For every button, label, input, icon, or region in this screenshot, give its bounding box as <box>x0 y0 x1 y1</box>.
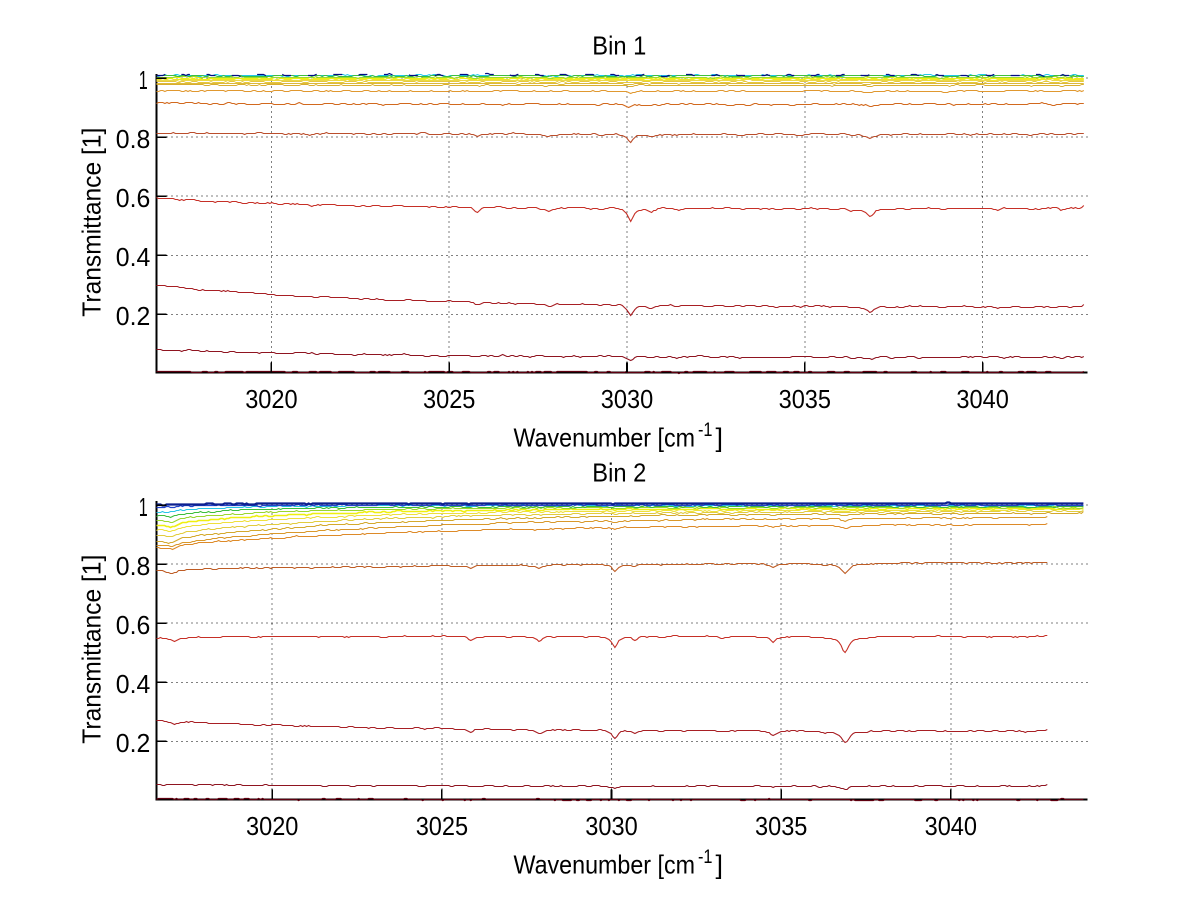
svg-text:0.8: 0.8 <box>116 124 151 154</box>
svg-text:0.6: 0.6 <box>116 183 151 213</box>
svg-text:3040: 3040 <box>925 811 977 841</box>
svg-text:0.6: 0.6 <box>116 610 151 640</box>
svg-text:3030: 3030 <box>601 384 653 414</box>
svg-text:3025: 3025 <box>416 811 468 841</box>
svg-text:]: ] <box>716 850 724 880</box>
svg-text:-1: -1 <box>698 419 713 441</box>
svg-text:Transmittance [1]: Transmittance [1] <box>77 128 107 317</box>
svg-text:0.8: 0.8 <box>116 551 151 581</box>
svg-text:Transmittance [1]: Transmittance [1] <box>77 555 107 744</box>
svg-text:3035: 3035 <box>779 384 831 414</box>
svg-text:0.2: 0.2 <box>116 301 151 331</box>
svg-text:1: 1 <box>139 65 148 95</box>
svg-text:Wavenumber [cm: Wavenumber [cm <box>514 423 696 453</box>
svg-text:3035: 3035 <box>755 811 807 841</box>
svg-text:0.4: 0.4 <box>116 242 151 272</box>
svg-text:Wavenumber [cm: Wavenumber [cm <box>514 850 696 880</box>
svg-text:3030: 3030 <box>585 811 637 841</box>
svg-text:]: ] <box>716 423 724 453</box>
svg-text:Bin 2: Bin 2 <box>592 457 646 487</box>
svg-text:Bin 1: Bin 1 <box>592 30 646 60</box>
svg-text:3025: 3025 <box>423 384 475 414</box>
svg-text:3020: 3020 <box>246 811 298 841</box>
svg-text:3040: 3040 <box>956 384 1008 414</box>
svg-text:0.2: 0.2 <box>116 728 151 758</box>
svg-text:1: 1 <box>139 492 148 522</box>
svg-text:-1: -1 <box>698 846 713 868</box>
svg-text:3020: 3020 <box>245 384 297 414</box>
svg-text:0.4: 0.4 <box>116 669 151 699</box>
